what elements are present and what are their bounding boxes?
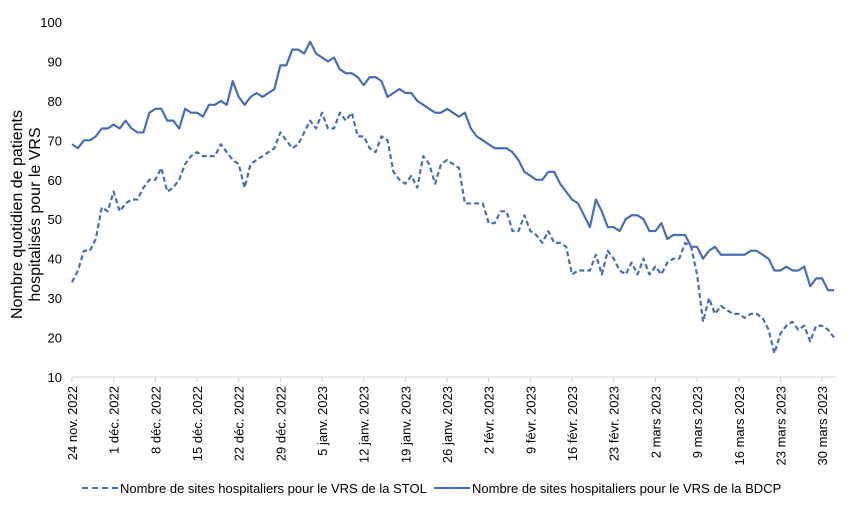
y-tick-label: 20	[48, 331, 62, 346]
legend-label-stol: Nombre de sites hospitaliers pour le VRS…	[120, 481, 427, 496]
series-line-stol	[71, 111, 835, 355]
y-tick-label: 70	[48, 133, 62, 148]
x-tick-label: 26 janv. 2023	[440, 386, 455, 463]
y-tick-label: 10	[48, 370, 62, 385]
y-tick-label: 60	[48, 173, 62, 188]
x-tick-label: 16 mars 2023	[732, 386, 747, 466]
x-tick-label: 12 janv. 2023	[357, 386, 372, 463]
legend-item-stol: Nombre de sites hospitaliers pour le VRS…	[82, 481, 427, 496]
x-tick-label: 2 févr. 2023	[482, 386, 497, 454]
y-tick-label: 40	[48, 252, 62, 267]
legend: Nombre de sites hospitaliers pour le VRS…	[0, 478, 850, 500]
x-tick-label: 22 déc. 2022	[232, 386, 247, 461]
series-lines	[71, 40, 835, 355]
x-tick-label: 23 mars 2023	[773, 386, 788, 466]
series-line-bdcp	[71, 40, 834, 292]
x-tick-label: 19 janv. 2023	[398, 386, 413, 463]
y-tick-label: 90	[48, 54, 62, 69]
x-tick-label: 8 déc. 2022	[148, 386, 163, 454]
legend-solid-swatch	[434, 486, 470, 489]
y-tick-label: 50	[48, 212, 62, 227]
x-tick-label: 23 févr. 2023	[607, 386, 622, 461]
legend-item-bdcp: Nombre de sites hospitaliers pour le VRS…	[434, 481, 781, 496]
x-tick-label: 24 nov. 2022	[65, 386, 80, 460]
x-tick-label: 9 mars 2023	[690, 386, 705, 458]
y-axis-label-line: Nombre quotidien de patients	[9, 110, 26, 319]
x-tick-label: 5 janv. 2023	[315, 386, 330, 456]
x-tick-label: 15 déc. 2022	[190, 386, 205, 461]
y-axis-ticks: 10 20 30 40 50 60 70 80 90 100	[40, 15, 62, 385]
y-tick-label: 80	[48, 94, 62, 109]
legend-label-bdcp: Nombre de sites hospitaliers pour le VRS…	[472, 481, 782, 496]
x-axis-ticks: 24 nov. 2022 1 déc. 2022 8 déc. 2022 15 déc…	[65, 377, 830, 466]
x-tick-label: 9 févr. 2023	[523, 386, 538, 454]
legend-dashed-swatch	[82, 486, 118, 489]
x-tick-label: 2 mars 2023	[648, 386, 663, 458]
y-tick-label: 100	[40, 15, 62, 30]
y-tick-label: 30	[48, 291, 62, 306]
x-tick-label: 29 déc. 2022	[273, 386, 288, 461]
y-axis-label-line: hospitalisés pour le VRS	[27, 127, 44, 301]
x-tick-label: 1 déc. 2022	[107, 386, 122, 454]
y-axis-label: Nombre quotidien de patients hospitalisés…	[9, 110, 44, 319]
x-tick-label: 30 mars 2023	[815, 386, 830, 466]
x-tick-label: 16 févr. 2023	[565, 386, 580, 461]
